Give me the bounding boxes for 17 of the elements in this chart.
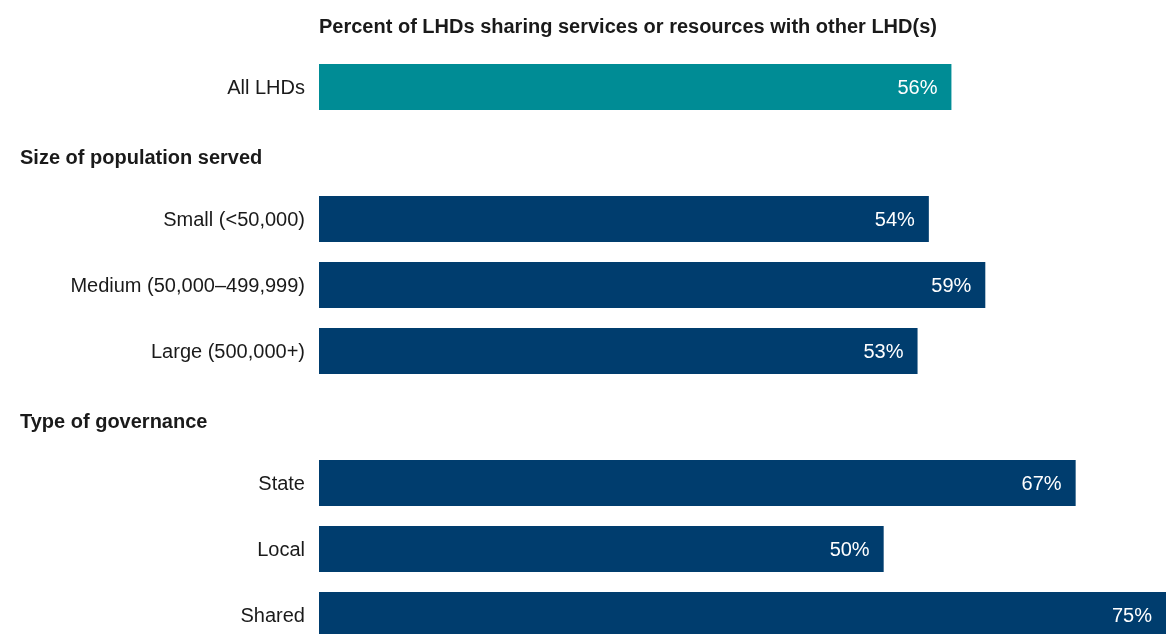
y-tick-label: State [258, 472, 305, 494]
text: Type of governance [20, 410, 208, 432]
y-tick-label: Small (<50,000) [163, 208, 305, 230]
text: Size of population served [20, 146, 263, 168]
data-label: 56% [897, 76, 938, 98]
data-label: 53% [863, 340, 904, 362]
y-tick-label: Shared [240, 604, 305, 626]
y-tick-label: All LHDs [227, 76, 305, 98]
data-label: 67% [1021, 472, 1062, 494]
y-tick-label: Medium (50,000–499,999) [70, 274, 305, 296]
y-tick-label: Local [257, 538, 305, 560]
y-tick-label: Large (500,000+) [150, 340, 305, 362]
data-label: 50% [829, 538, 870, 560]
chart-title: Percent of LHDs sharing services or resources with other LHD(s) [319, 15, 937, 37]
data-label: 54% [874, 208, 916, 230]
data-label: 75% [1111, 604, 1153, 626]
data-label: 59% [931, 274, 972, 296]
